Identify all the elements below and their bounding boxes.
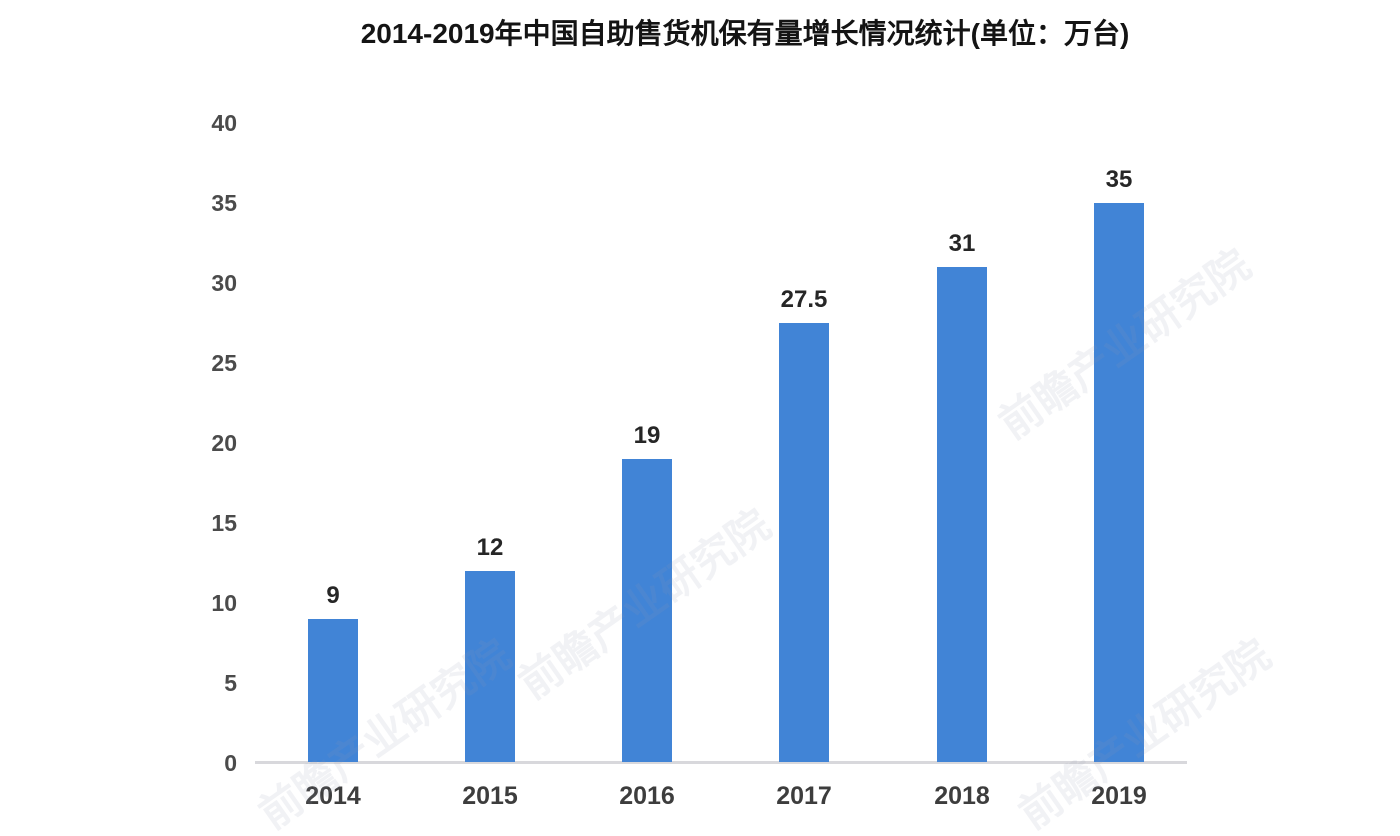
bar-2017	[779, 323, 829, 762]
bar-value-label: 19	[633, 422, 661, 449]
bar-2014	[308, 619, 358, 762]
bar-value-label: 9	[326, 582, 340, 609]
x-axis-label: 2015	[462, 782, 518, 810]
bar-value-label: 31	[948, 230, 976, 257]
bar-value-label: 12	[476, 534, 504, 561]
x-axis-label: 2018	[934, 782, 990, 810]
y-axis-tick-label: 15	[211, 510, 237, 536]
x-axis-label: 2019	[1091, 782, 1147, 810]
bar-2019	[1094, 203, 1144, 762]
y-axis-tick-label: 35	[211, 190, 237, 216]
y-axis-tick-label: 5	[224, 670, 237, 696]
bar-2015	[465, 571, 515, 762]
bar-value-label: 35	[1105, 166, 1133, 193]
y-axis-tick-label: 30	[211, 270, 237, 296]
chart-title: 2014-2019年中国自助售货机保有量增长情况统计(单位：万台)	[360, 18, 1130, 49]
y-axis-tick-label: 10	[211, 590, 237, 616]
x-axis-line	[255, 761, 1187, 764]
y-axis-tick-label: 0	[224, 750, 237, 776]
y-axis-tick-label: 25	[211, 350, 237, 376]
x-axis-label: 2014	[305, 782, 361, 810]
y-axis-tick-label: 40	[211, 110, 237, 136]
bar-2018	[937, 267, 987, 762]
y-axis-tick-label: 20	[211, 430, 237, 456]
bar-2016	[622, 459, 672, 762]
x-axis-label: 2016	[619, 782, 675, 810]
x-axis-label: 2017	[776, 782, 832, 810]
bar-value-label: 27.5	[780, 286, 828, 313]
